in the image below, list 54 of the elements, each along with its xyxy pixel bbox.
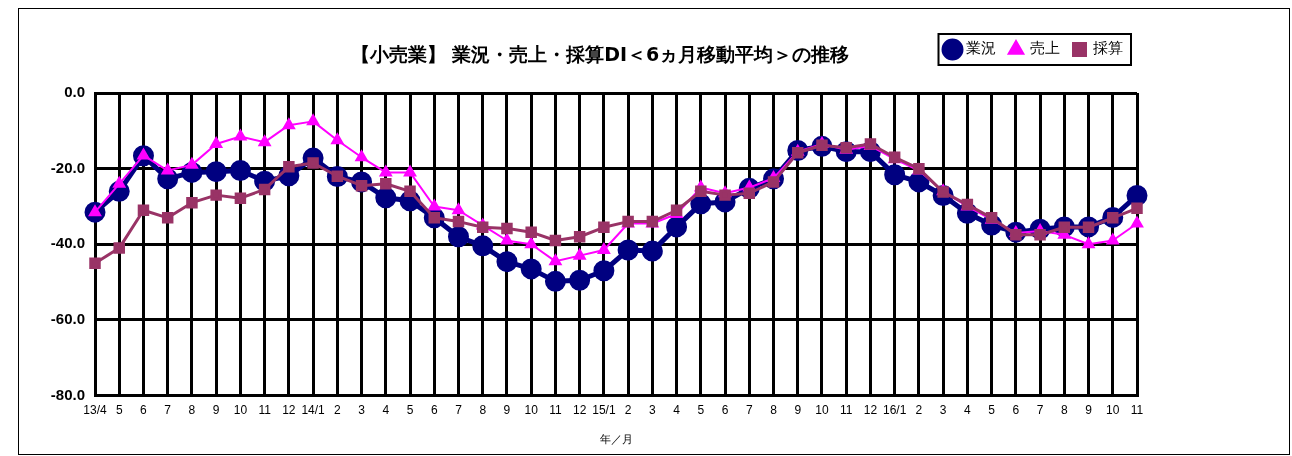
y-tick-label: -80.0 bbox=[50, 385, 85, 403]
x-tick-label: 10 bbox=[233, 403, 248, 418]
x-tick-label: 7 bbox=[745, 403, 753, 418]
x-tick-label: 2 bbox=[915, 403, 923, 418]
x-tick-label: 10 bbox=[815, 403, 829, 418]
x-tick-label: 12 bbox=[572, 403, 587, 418]
x-tick-label: 8 bbox=[770, 403, 778, 418]
x-tick-label: 10 bbox=[524, 403, 539, 418]
legend-label: 採算 bbox=[1093, 39, 1123, 58]
x-tick-label: 11 bbox=[549, 403, 562, 418]
x-tick-label: 7 bbox=[164, 403, 172, 418]
x-tick-label: 9 bbox=[503, 403, 511, 418]
y-tick-label: -20.0 bbox=[50, 158, 85, 176]
x-tick-label: 11 bbox=[839, 403, 853, 418]
x-axis-title: 年／月 bbox=[598, 432, 634, 447]
x-tick-label: 7 bbox=[1036, 403, 1044, 418]
x-tick-label: 7 bbox=[455, 403, 463, 418]
x-tick-label: 3 bbox=[649, 403, 657, 418]
x-tick-label: 6 bbox=[140, 403, 148, 418]
x-tick-label: 11 bbox=[258, 403, 272, 418]
x-tick-label: 6 bbox=[721, 403, 729, 418]
x-tick-label: 4 bbox=[673, 403, 681, 418]
x-tick-label: 11 bbox=[1130, 403, 1144, 418]
x-tick-label: 6 bbox=[430, 403, 438, 418]
y-tick-label: -60.0 bbox=[50, 310, 85, 328]
x-tick-label: 8 bbox=[188, 403, 196, 418]
x-tick-label: 2 bbox=[333, 403, 341, 418]
x-tick-label: 12 bbox=[282, 403, 296, 418]
x-tick-label: 6 bbox=[1012, 403, 1020, 418]
x-tick-label: 8 bbox=[1060, 403, 1068, 418]
x-tick-label: 5 bbox=[697, 403, 705, 418]
legend-label: 売上 bbox=[1029, 39, 1060, 58]
x-tick-label: 4 bbox=[382, 403, 390, 418]
x-tick-label: 2 bbox=[624, 403, 632, 418]
chart-title: 【小売業】 業況・売上・採算DI＜6ヵ月移動平均＞の推移 bbox=[349, 42, 851, 67]
x-tick-label: 3 bbox=[939, 403, 947, 418]
x-tick-label: 15/1 bbox=[592, 403, 616, 418]
x-tick-label: 5 bbox=[406, 403, 414, 418]
x-tick-label: 10 bbox=[1106, 403, 1120, 418]
x-tick-label: 5 bbox=[988, 403, 996, 418]
x-tick-label: 8 bbox=[479, 403, 487, 418]
x-tick-label: 16/1 bbox=[882, 403, 907, 418]
x-tick-label: 13/4 bbox=[83, 403, 107, 418]
x-tick-label: 14/1 bbox=[301, 403, 326, 418]
x-tick-label: 5 bbox=[115, 403, 123, 418]
x-tick-label: 9 bbox=[212, 403, 220, 418]
y-tick-label: -40.0 bbox=[50, 234, 85, 252]
x-tick-label: 4 bbox=[964, 403, 972, 418]
x-tick-label: 9 bbox=[794, 403, 802, 418]
x-tick-label: 9 bbox=[1085, 403, 1093, 418]
x-tick-label: 3 bbox=[358, 403, 366, 418]
legend-label: 業況 bbox=[966, 39, 996, 58]
y-tick-label: 0.0 bbox=[64, 83, 85, 101]
x-tick-label: 12 bbox=[863, 403, 878, 418]
